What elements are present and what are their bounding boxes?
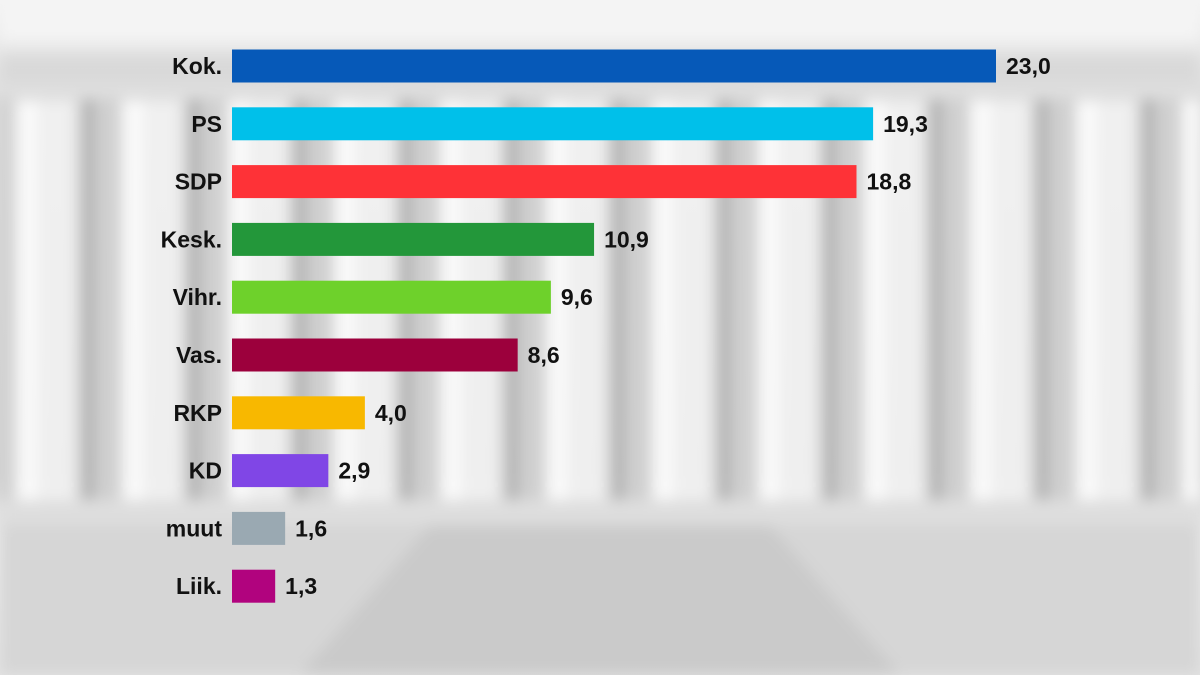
category-label: PS [191,111,222,137]
bar [232,165,857,199]
bar [232,511,286,545]
category-label: KD [189,458,222,484]
value-label: 18,8 [866,169,911,195]
category-label: Vihr. [173,284,222,310]
bar [232,396,365,430]
value-label: 1,3 [285,573,317,599]
bar [232,222,595,256]
bar [232,454,329,488]
bar [232,338,518,372]
category-label: Kesk. [161,226,222,252]
category-label: Liik. [176,573,222,599]
value-label: 8,6 [528,342,560,368]
value-label: 23,0 [1006,53,1051,79]
value-label: 9,6 [561,284,593,310]
category-label: muut [166,515,223,541]
value-label: 2,9 [338,458,370,484]
bar [232,569,276,603]
category-label: RKP [173,400,222,426]
value-label: 1,6 [295,515,327,541]
category-label: SDP [175,169,222,195]
value-label: 19,3 [883,111,928,137]
value-label: 4,0 [375,400,407,426]
bar [232,280,551,314]
category-label: Vas. [176,342,222,368]
bar [232,49,996,83]
category-label: Kok. [172,53,222,79]
value-label: 10,9 [604,226,649,252]
bar [232,107,874,141]
